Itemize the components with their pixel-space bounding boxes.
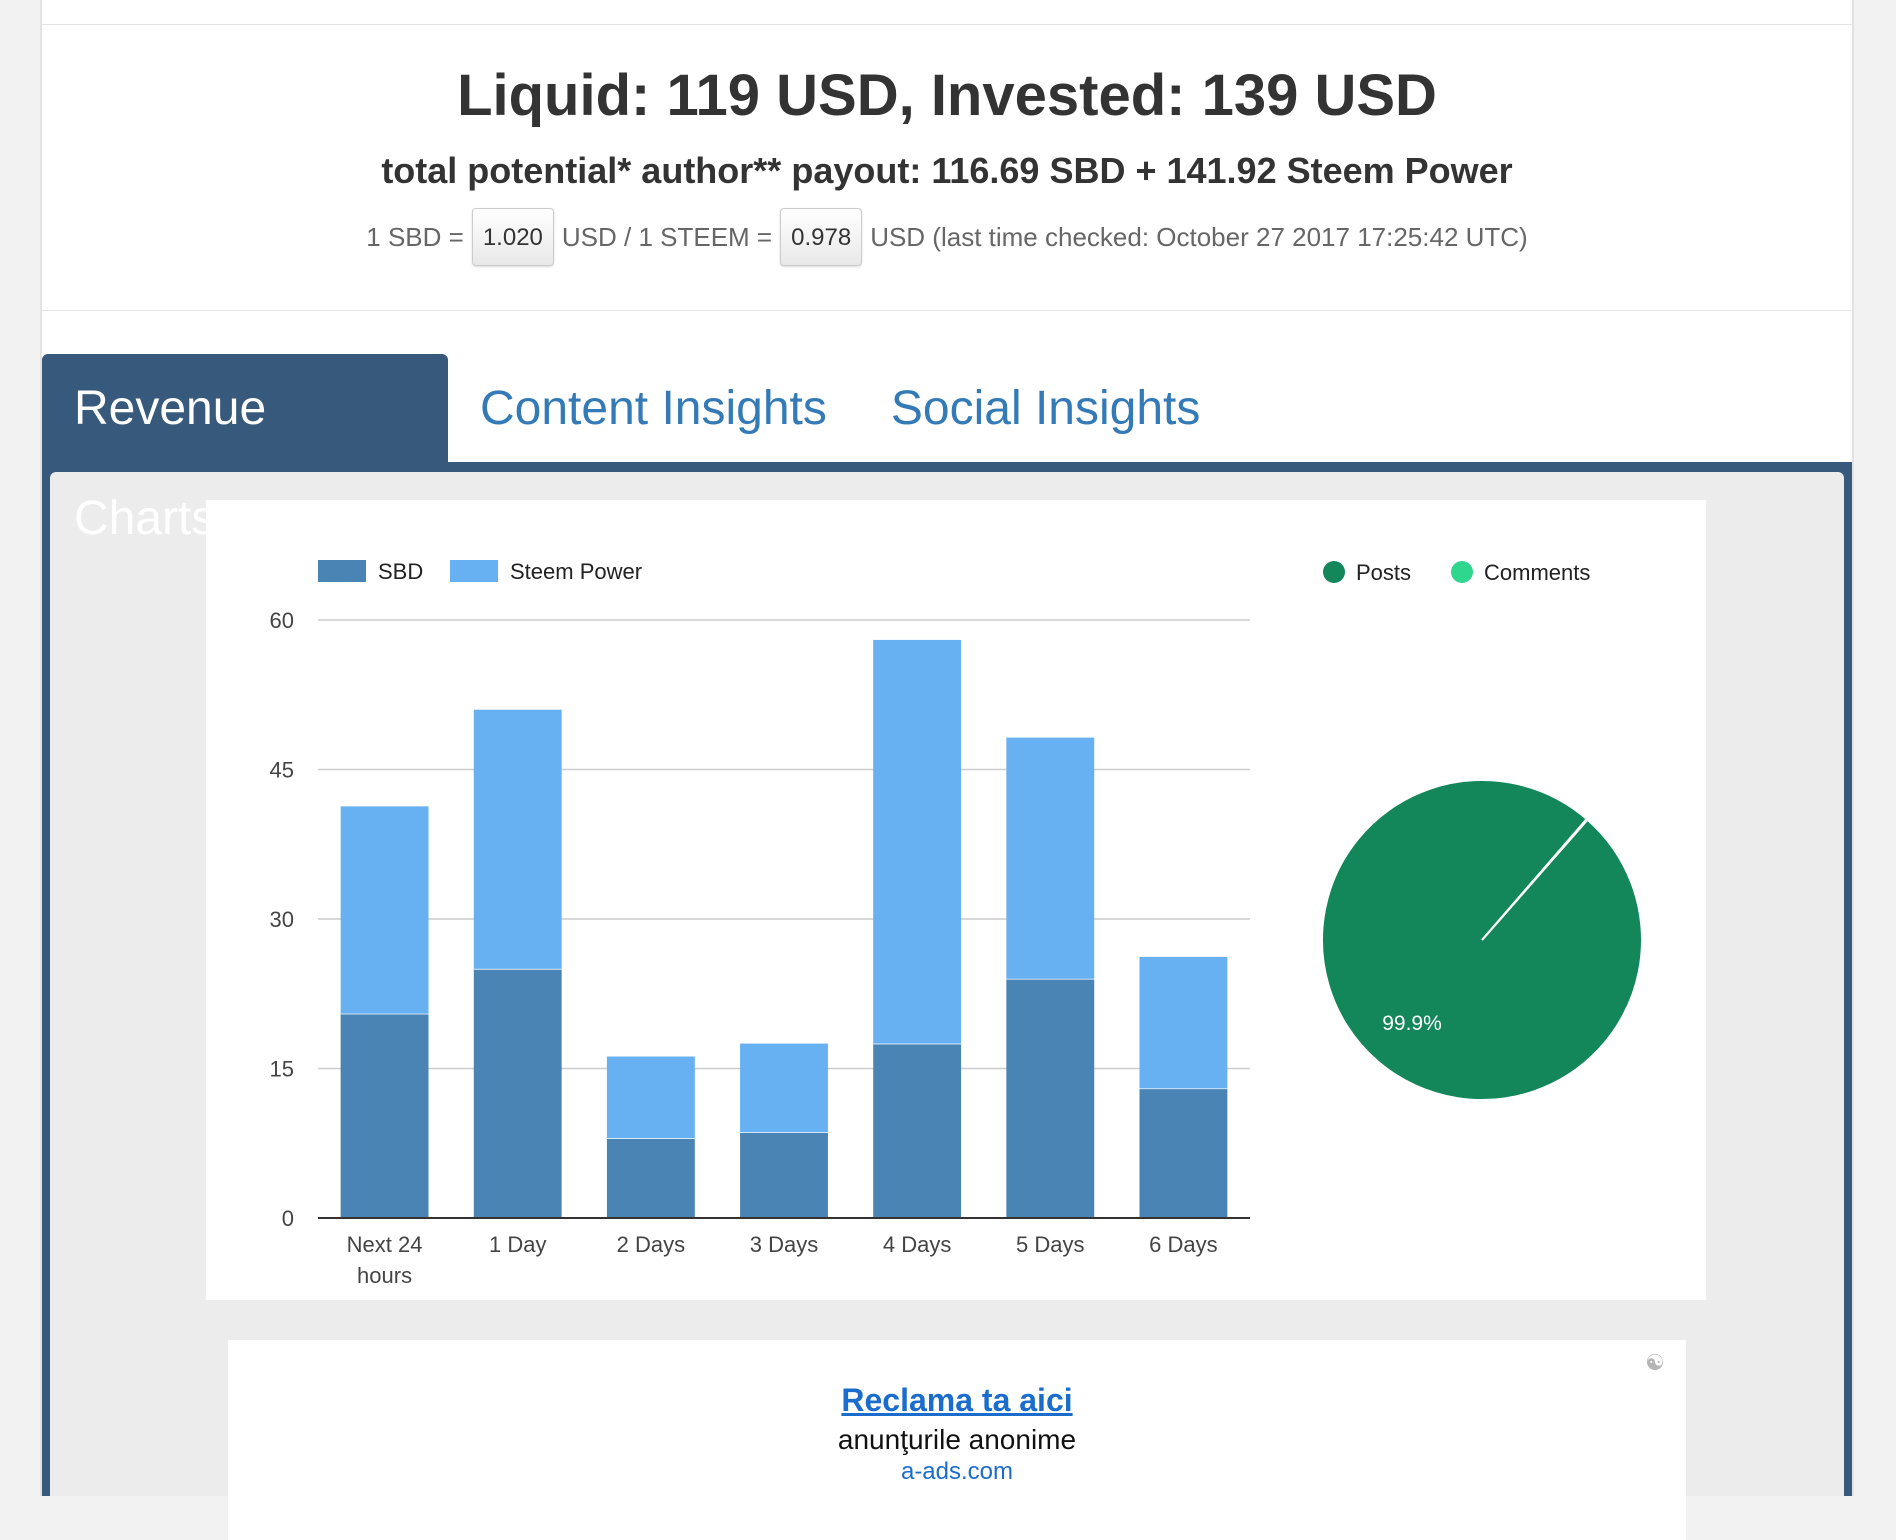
- tab-content-insights[interactable]: Content Insights: [480, 382, 827, 435]
- bar-sbd[interactable]: [740, 1132, 828, 1218]
- ad-domain-link[interactable]: a-ads.com: [900, 1458, 1014, 1485]
- legend-label: SBD: [378, 559, 423, 584]
- legend-dot: [1323, 561, 1345, 583]
- x-tick-label: 2 Days: [617, 1232, 685, 1257]
- last-checked-label: USD (last time checked: October 27 2017 …: [870, 221, 1528, 252]
- x-tick-label: 3 Days: [750, 1232, 818, 1257]
- y-tick-label: 15: [270, 1057, 294, 1082]
- tab-panel: 0 15 30 45 60 Next 24 hours 1 Day 2 Days 3 Days 4 …: [42, 462, 1852, 1540]
- bar-sbd[interactable]: [606, 1138, 695, 1218]
- charts-card: 0 15 30 45 60 Next 24 hours 1 Day 2 Days 3 Days 4 …: [206, 500, 1706, 1300]
- legend-swatch: [450, 560, 498, 582]
- ad-subtitle: anunţurile anonime: [837, 1424, 1077, 1455]
- bar-steem-power[interactable]: [473, 709, 562, 969]
- page: Liquid: 119 USD, Invested: 139 USD total…: [40, 0, 1854, 1540]
- x-tick-label: 4 Days: [883, 1232, 951, 1257]
- summary-headline: Liquid: 119 USD, Invested: 139 USD: [457, 63, 1437, 128]
- y-tick-label: 0: [282, 1206, 294, 1231]
- legend-swatch: [318, 560, 366, 582]
- ad-title-link[interactable]: Reclama ta aici: [841, 1382, 1073, 1418]
- bar-sbd[interactable]: [340, 1013, 429, 1218]
- tab-social-insights[interactable]: Social Insights: [890, 382, 1201, 435]
- bar-sbd[interactable]: [873, 1043, 962, 1218]
- steem-rate-button[interactable]: 0.978: [780, 208, 863, 266]
- pie-slice-label: 99.9%: [1382, 1012, 1442, 1035]
- divider: [42, 24, 1852, 25]
- tab-bar: Revenue Charts Content Insights Social I…: [42, 354, 1232, 545]
- ad-provider-icon: ☯: [1645, 1350, 1665, 1375]
- sbd-rate-label: 1 SBD =: [366, 221, 464, 252]
- steem-rate-label: USD / 1 STEEM =: [561, 221, 773, 252]
- ad-banner[interactable]: ☯ Reclama ta aici anunţurile anonime a-a…: [228, 1340, 1686, 1540]
- x-tick-label: Next 24 hours: [347, 1232, 423, 1288]
- y-tick-label: 30: [270, 907, 294, 932]
- y-tick-label: 60: [270, 608, 294, 633]
- bar-steem-power[interactable]: [1006, 737, 1095, 979]
- x-tick-label: 5 Days: [1016, 1232, 1084, 1257]
- sbd-rate-button[interactable]: 1.020: [471, 208, 554, 266]
- x-tick-label: 1 Day: [489, 1232, 546, 1257]
- legend-label: Comments: [1484, 560, 1590, 585]
- y-tick-label: 45: [270, 758, 294, 783]
- bar-sbd[interactable]: [1139, 1088, 1228, 1218]
- legend-label: Posts: [1356, 560, 1411, 585]
- bar-steem-power[interactable]: [873, 639, 962, 1044]
- revenue-charts-svg: 0 15 30 45 60 Next 24 hours 1 Day 2 Days 3 Days 4 …: [270, 559, 1644, 1288]
- bar-steem-power[interactable]: [340, 806, 429, 1014]
- bar-steem-power[interactable]: [606, 1056, 695, 1139]
- bar-steem-power[interactable]: [1139, 956, 1228, 1089]
- x-tick-label: 6 Days: [1149, 1232, 1217, 1257]
- tab-revenue-charts[interactable]: Revenue Charts: [42, 354, 448, 545]
- legend-dot: [1451, 561, 1473, 583]
- panel-body: 0 15 30 45 60 Next 24 hours 1 Day 2 Days 3 Days 4 …: [50, 472, 1844, 1540]
- legend-label: Steem Power: [510, 559, 642, 584]
- bar-sbd[interactable]: [1006, 978, 1095, 1218]
- bar-sbd[interactable]: [473, 968, 562, 1218]
- divider: [42, 310, 1852, 311]
- payout-subline: total potential* author** payout: 116.69…: [381, 150, 1513, 191]
- pie-slice-comments[interactable]: [1481, 817, 1589, 941]
- bar-steem-power[interactable]: [740, 1043, 828, 1133]
- exchange-rates: 1 SBD = 1.020 USD / 1 STEEM = 0.978 USD …: [42, 208, 1852, 266]
